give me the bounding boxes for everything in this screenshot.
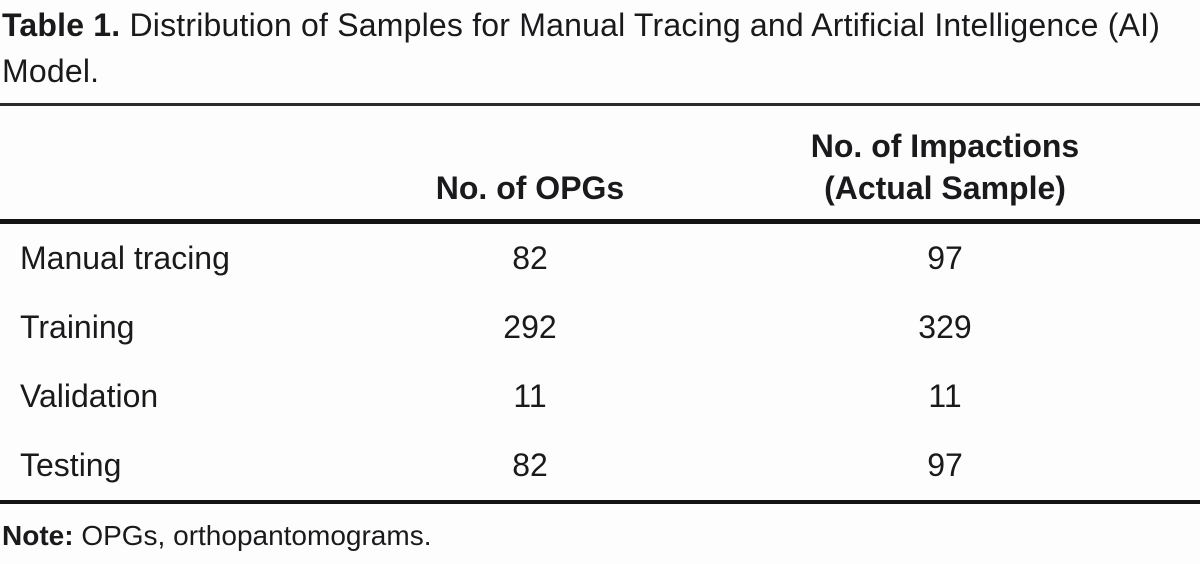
header-impactions-line2: (Actual Sample) <box>824 170 1066 206</box>
footnote-label: Note: <box>2 520 74 551</box>
row-label: Manual tracing <box>20 240 230 276</box>
row-label: Validation <box>20 378 159 414</box>
row-impactions-value: 329 <box>918 309 972 345</box>
header-impactions-line1: No. of Impactions <box>810 128 1080 164</box>
row-opgs-value: 11 <box>513 378 547 414</box>
row-impactions-value: 97 <box>927 447 963 483</box>
row-label: Testing <box>20 447 122 483</box>
table-caption-text: Distribution of Samples for Manual Traci… <box>2 7 1161 89</box>
row-opgs-value: 292 <box>503 309 557 345</box>
table-bottom-rule <box>0 500 1200 504</box>
table-row-testing: Testing 82 97 <box>0 431 1200 500</box>
table-footnote: Note: OPGs, orthopantomograms. <box>0 504 1200 554</box>
header-impactions: No. of Impactions (Actual Sample) <box>690 125 1200 209</box>
row-impactions-value: 97 <box>927 240 963 276</box>
row-label: Training <box>20 309 135 345</box>
table-top-rule <box>0 103 1200 106</box>
table-header-rule <box>0 219 1200 224</box>
table-row-validation: Validation 11 11 <box>0 362 1200 431</box>
table-header-row: No. of OPGs No. of Impactions (Actual Sa… <box>0 106 1200 219</box>
table-row-training: Training 292 329 <box>0 293 1200 362</box>
row-impactions-value: 11 <box>928 378 962 414</box>
table-caption-number: Table 1. <box>2 7 121 43</box>
row-opgs-value: 82 <box>512 240 548 276</box>
footnote-text: OPGs, orthopantomograms. <box>73 520 432 551</box>
header-opgs: No. of OPGs <box>435 170 625 206</box>
table-caption: Table 1. Distribution of Samples for Man… <box>0 0 1200 94</box>
table-row-manual-tracing: Manual tracing 82 97 <box>0 224 1200 293</box>
row-opgs-value: 82 <box>512 447 548 483</box>
